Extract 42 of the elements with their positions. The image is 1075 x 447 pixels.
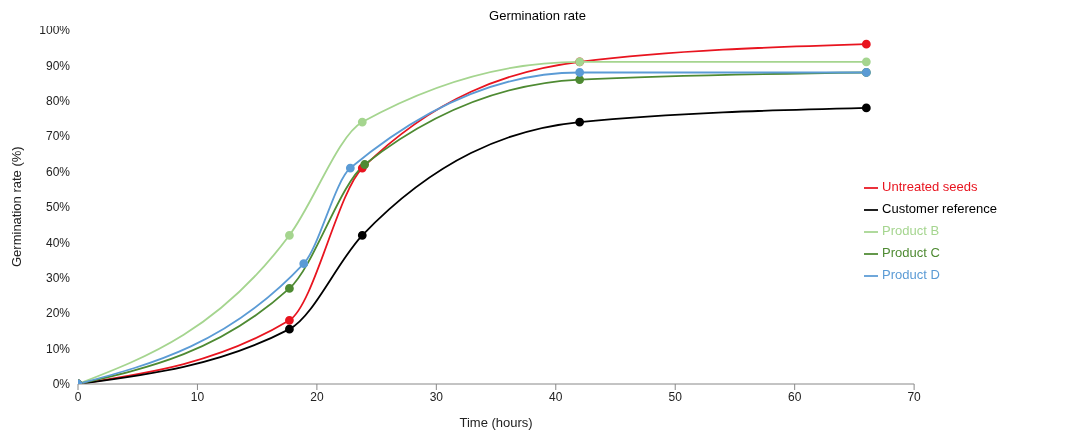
x-axis-title: Time (hours) bbox=[459, 415, 533, 431]
point bbox=[345, 163, 355, 173]
x-tick-label: 30 bbox=[429, 389, 444, 404]
point bbox=[861, 57, 871, 67]
y-tick-label: 10% bbox=[45, 341, 71, 356]
legend-label: Untreated seeds bbox=[882, 179, 978, 194]
y-tick-label: 80% bbox=[45, 94, 71, 109]
x-tick-label: 0 bbox=[74, 389, 82, 404]
point bbox=[357, 117, 367, 127]
point bbox=[285, 230, 294, 240]
y-tick-label: 100% bbox=[39, 23, 71, 38]
chart-title: Germination rate bbox=[489, 8, 586, 23]
point bbox=[360, 160, 370, 169]
legend-label: Customer reference bbox=[882, 201, 997, 216]
point bbox=[575, 68, 585, 77]
point bbox=[285, 284, 294, 293]
x-tick-label: 40 bbox=[549, 389, 563, 404]
point bbox=[285, 324, 294, 334]
legend-label: Product D bbox=[882, 267, 940, 282]
x-tick-label: 10 bbox=[190, 389, 205, 404]
y-tick-label: 50% bbox=[45, 200, 71, 215]
y-tick-label: 40% bbox=[45, 235, 71, 250]
point bbox=[861, 39, 871, 49]
legend-label: Product B bbox=[882, 223, 940, 238]
y-tick-label: 60% bbox=[45, 164, 71, 179]
y-axis-title: Germination rate (%) bbox=[8, 146, 24, 267]
point bbox=[357, 230, 367, 240]
y-tick-label: 90% bbox=[45, 58, 71, 73]
y-tick-label: 20% bbox=[45, 306, 71, 321]
x-tick-label: 70 bbox=[907, 389, 922, 404]
y-tick-label: 70% bbox=[45, 129, 71, 144]
x-tick-label: 60 bbox=[787, 389, 802, 404]
point bbox=[575, 75, 585, 84]
x-tick-label: 50 bbox=[668, 389, 683, 404]
y-tick-label: 0% bbox=[52, 377, 71, 392]
legend-label: Product C bbox=[882, 245, 940, 260]
point bbox=[285, 315, 294, 325]
point bbox=[299, 259, 309, 269]
point bbox=[861, 103, 871, 113]
x-tick-label: 20 bbox=[310, 389, 324, 404]
point bbox=[575, 117, 585, 127]
y-tick-label: 30% bbox=[45, 271, 71, 286]
